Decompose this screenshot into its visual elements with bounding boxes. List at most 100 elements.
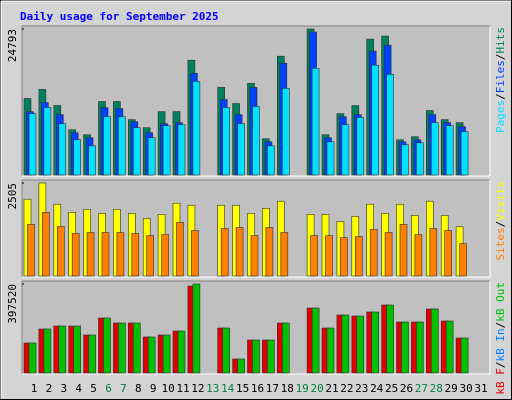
legend-entry: Hits bbox=[494, 27, 507, 54]
legend-entry: Visits bbox=[494, 181, 507, 221]
x-tick-label: 10 bbox=[161, 382, 174, 395]
legend: kB F/kB In/kB Out bbox=[494, 282, 507, 395]
bar bbox=[133, 322, 141, 374]
x-tick-label: 14 bbox=[221, 382, 235, 395]
bar bbox=[162, 334, 171, 374]
x-tick-label: 13 bbox=[206, 382, 219, 395]
bar bbox=[311, 67, 320, 176]
bar bbox=[354, 236, 363, 277]
bar bbox=[161, 234, 169, 277]
x-tick-label: 20 bbox=[310, 382, 323, 395]
bar bbox=[43, 107, 52, 176]
bar bbox=[73, 139, 81, 176]
bar bbox=[116, 232, 125, 277]
bar bbox=[43, 328, 52, 374]
x-tick-label: 17 bbox=[266, 382, 279, 395]
bar bbox=[444, 230, 453, 277]
bar bbox=[386, 74, 394, 176]
x-tick-label: 28 bbox=[430, 382, 443, 395]
bar bbox=[103, 116, 111, 176]
legend-entry: Sites bbox=[494, 227, 507, 260]
bar bbox=[147, 137, 156, 176]
bar bbox=[430, 122, 439, 176]
x-tick-label: 8 bbox=[135, 382, 142, 395]
x-tick-label: 3 bbox=[60, 382, 67, 395]
bar bbox=[416, 142, 424, 176]
bar bbox=[371, 311, 380, 374]
bar bbox=[267, 339, 275, 374]
bar bbox=[341, 124, 350, 176]
bar bbox=[401, 321, 409, 374]
bar bbox=[326, 327, 335, 374]
x-tick-label: 25 bbox=[385, 382, 398, 395]
bar bbox=[281, 88, 290, 176]
bar bbox=[28, 342, 37, 374]
x-tick-label: 26 bbox=[400, 382, 413, 395]
bar bbox=[311, 307, 320, 374]
bar bbox=[369, 229, 378, 277]
bar bbox=[147, 336, 156, 374]
chart-title: Daily usage for September 2025 bbox=[20, 10, 219, 23]
bar bbox=[28, 113, 37, 176]
bar bbox=[162, 125, 171, 176]
bar bbox=[429, 228, 438, 277]
bar bbox=[386, 304, 394, 374]
bar bbox=[191, 230, 199, 277]
bar bbox=[341, 314, 350, 374]
bar bbox=[237, 123, 245, 176]
legend-separator: / bbox=[494, 54, 507, 61]
bar bbox=[103, 317, 111, 374]
bar bbox=[177, 124, 186, 176]
legend: Pages/Files/Hits bbox=[494, 27, 507, 133]
bar bbox=[222, 327, 230, 374]
bar bbox=[192, 283, 201, 374]
x-tick-label: 12 bbox=[191, 382, 204, 395]
legend-entry: Pages bbox=[494, 100, 507, 133]
x-tick-label: 11 bbox=[176, 382, 189, 395]
y-tick-label: 24793 bbox=[6, 29, 19, 62]
bar bbox=[88, 334, 96, 374]
bar bbox=[176, 222, 184, 277]
x-tick-label: 6 bbox=[105, 382, 112, 395]
bar bbox=[445, 125, 454, 176]
legend-separator: / bbox=[494, 322, 507, 329]
legend-entry: kB F bbox=[494, 368, 507, 395]
x-tick-label: 7 bbox=[120, 382, 127, 395]
bar bbox=[177, 330, 186, 374]
bar bbox=[71, 233, 80, 277]
bar bbox=[133, 127, 141, 176]
bar bbox=[460, 337, 469, 374]
bar bbox=[371, 64, 380, 176]
bar bbox=[445, 320, 454, 374]
x-tick-label: 27 bbox=[415, 382, 428, 395]
x-tick-label: 1 bbox=[31, 382, 38, 395]
bar bbox=[310, 235, 318, 277]
bar bbox=[250, 235, 259, 277]
y-tick-label: 2505 bbox=[6, 183, 19, 210]
x-tick-label: 23 bbox=[355, 382, 368, 395]
x-tick-label: 4 bbox=[75, 382, 82, 395]
bar bbox=[340, 237, 348, 277]
bar bbox=[56, 226, 65, 277]
x-tick-label: 31 bbox=[474, 382, 487, 395]
bar bbox=[192, 81, 201, 176]
bar bbox=[220, 228, 229, 277]
x-tick-label: 21 bbox=[325, 382, 338, 395]
legend-separator: / bbox=[494, 362, 507, 369]
bar bbox=[237, 358, 245, 374]
legend: Sites/Visits bbox=[494, 181, 507, 261]
bar bbox=[401, 144, 409, 176]
bar bbox=[325, 235, 333, 277]
x-tick-label: 29 bbox=[445, 382, 458, 395]
bar bbox=[267, 145, 275, 176]
bar bbox=[58, 325, 67, 374]
bar bbox=[399, 224, 408, 277]
x-tick-label: 18 bbox=[281, 382, 294, 395]
x-tick-label: 30 bbox=[459, 382, 472, 395]
bar bbox=[235, 227, 244, 277]
bar bbox=[118, 116, 126, 176]
bar bbox=[118, 322, 126, 374]
bar bbox=[88, 145, 96, 176]
bar bbox=[416, 321, 424, 374]
